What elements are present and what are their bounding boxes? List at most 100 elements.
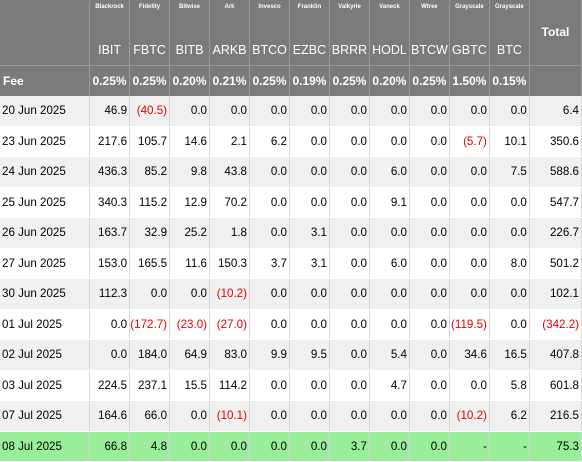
flow-cell: 0.0	[369, 126, 410, 157]
flow-cell: 9.1	[369, 187, 410, 218]
total-cell: 588.6	[529, 156, 582, 188]
corner-cell	[0, 0, 91, 34]
fee-value: 0.25%	[329, 65, 370, 96]
flow-cell: 66.0	[129, 400, 171, 432]
fee-value: 0.25%	[129, 65, 171, 96]
flow-cell: 340.3	[89, 187, 131, 218]
flow-cell: 5.4	[369, 339, 410, 371]
corner-cell-ticker	[0, 34, 91, 66]
fee-row: Fee 0.25% 0.25% 0.20% 0.21% 0.25% 0.19% 0.25% 0…	[0, 65, 582, 96]
flow-cell: 85.2	[129, 156, 171, 188]
flow-cell: 0.0	[329, 156, 370, 188]
table-row: 20 Jun 2025 46.9 (40.5) 0.0 0.0 0.0 0.0 0.0 0.0 0…	[0, 96, 582, 127]
flow-cell: 9.5	[289, 339, 330, 371]
table-row: 24 Jun 2025 436.3 85.2 9.8 43.8 0.0 0.0 0.0 6.0 0…	[0, 156, 582, 188]
flow-cell: 0.0	[409, 217, 450, 249]
flow-cell: 105.7	[129, 126, 171, 157]
flow-cell: -	[489, 431, 530, 462]
table-row: 30 Jun 2025 112.3 0.0 0.0 (10.2) 0.0 0.0 0.0 0.0…	[0, 278, 582, 310]
flow-cell: 34.6	[449, 339, 490, 371]
flow-cell: 0.0	[249, 309, 290, 340]
fee-label: Fee	[0, 65, 91, 96]
flow-cell: 0.0	[329, 96, 370, 127]
date-cell: 23 Jun 2025	[0, 126, 91, 157]
fee-value: 0.25%	[89, 65, 131, 96]
flow-cell: 115.2	[129, 187, 171, 218]
flow-cell: 165.5	[129, 248, 171, 279]
flow-cell: 6.2	[249, 126, 290, 157]
flow-cell: 436.3	[89, 156, 131, 188]
flow-cell: 0.0	[409, 431, 450, 462]
flow-cell: 0.0	[449, 248, 490, 279]
issuer-label: Grayscale	[449, 0, 490, 34]
table-row: 03 Jul 2025 224.5 237.1 15.5 114.2 0.0 0.0 0.0 4…	[0, 370, 582, 401]
total-cell: (342.2)	[529, 309, 582, 340]
flow-cell: 16.5	[489, 339, 530, 371]
flow-cell: 0.0	[289, 400, 330, 432]
flow-cell: 0.0	[369, 309, 410, 340]
flow-cell: 0.0	[489, 96, 530, 127]
flow-cell: -	[449, 431, 490, 462]
total-cell: 407.8	[529, 339, 582, 371]
table-row: 07 Jul 2025 164.6 66.0 0.0 (10.1) 0.0 0.0 0.0 0.…	[0, 400, 582, 432]
flow-cell: 0.0	[249, 431, 290, 462]
total-header: Total	[529, 0, 582, 66]
flow-cell: 0.0	[329, 278, 370, 310]
flow-cell: 0.0	[409, 400, 450, 432]
issuer-label: Vaneck	[369, 0, 410, 34]
date-cell: 26 Jun 2025	[0, 217, 91, 249]
flow-cell: 112.3	[89, 278, 131, 310]
total-cell: 102.1	[529, 278, 582, 310]
flow-cell: (27.0)	[209, 309, 250, 340]
flow-cell: 150.3	[209, 248, 250, 279]
flow-cell: 164.6	[89, 400, 131, 432]
ticker-label: FBTC	[129, 34, 171, 66]
flow-cell: 0.0	[489, 278, 530, 310]
flow-cell: 114.2	[209, 370, 250, 401]
flow-cell: 184.0	[129, 339, 171, 371]
flow-cell: 0.0	[329, 217, 370, 249]
date-cell: 27 Jun 2025	[0, 248, 91, 279]
flow-cell: 10.1	[489, 126, 530, 157]
flow-cell: (5.7)	[449, 126, 490, 157]
ticker-label: HODL	[369, 34, 410, 66]
flow-cell: 5.8	[489, 370, 530, 401]
total-cell: 75.3	[529, 431, 582, 462]
flow-cell: 14.6	[169, 126, 211, 157]
flow-cell: 0.0	[489, 309, 530, 340]
flow-cell: (40.5)	[129, 96, 171, 127]
flow-cell: 1.8	[209, 217, 250, 249]
ticker-header-row: IBIT FBTC BITB ARKB BTCO EZBC BRRR HODL BTCW GBTC…	[0, 34, 582, 66]
flow-cell: 25.2	[169, 217, 211, 249]
flow-cell: 0.0	[169, 400, 211, 432]
flow-cell: (10.2)	[449, 400, 490, 432]
flow-cell: 0.0	[369, 96, 410, 127]
flow-cell: 43.8	[209, 156, 250, 188]
flow-cell: 217.6	[89, 126, 131, 157]
flow-cell: 6.0	[369, 156, 410, 188]
date-cell: 24 Jun 2025	[0, 156, 91, 188]
total-cell: 350.6	[529, 126, 582, 157]
ticker-label: ARKB	[209, 34, 250, 66]
fee-total-blank	[529, 65, 582, 96]
flow-cell: 3.1	[289, 217, 330, 249]
flow-cell: 0.0	[409, 370, 450, 401]
table-row: 26 Jun 2025 163.7 32.9 25.2 1.8 0.0 3.1 0.0 0.0 0…	[0, 217, 582, 249]
fee-value: 0.20%	[369, 65, 410, 96]
flow-cell: 0.0	[209, 96, 250, 127]
flow-cell: 153.0	[89, 248, 131, 279]
flow-cell: 0.0	[169, 96, 211, 127]
flow-cell: 83.0	[209, 339, 250, 371]
flow-cell: 0.0	[449, 370, 490, 401]
flow-cell: 3.1	[289, 248, 330, 279]
flow-cell: 2.1	[209, 126, 250, 157]
issuer-label: Blackrock	[89, 0, 131, 34]
flow-cell: 6.0	[369, 248, 410, 279]
date-cell: 02 Jul 2025	[0, 339, 91, 371]
flow-cell: 0.0	[329, 309, 370, 340]
flow-cell: 15.5	[169, 370, 211, 401]
date-cell: 25 Jun 2025	[0, 187, 91, 218]
issuer-header-row: Blackrock Fidelity Bitwise Ark Invesco Frankl…	[0, 0, 582, 66]
issuer-label: Invesco	[249, 0, 290, 34]
flow-cell: 0.0	[329, 187, 370, 218]
